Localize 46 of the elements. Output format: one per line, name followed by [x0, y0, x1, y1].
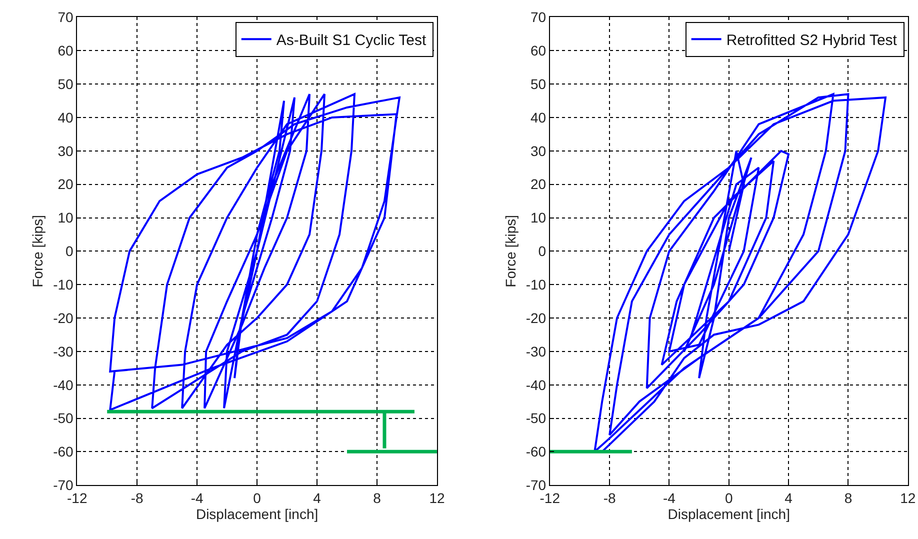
y-tick-label: -60 — [53, 444, 74, 460]
y-tick-label: 60 — [58, 42, 74, 59]
y-tick-label: 0 — [66, 243, 74, 260]
y-tick-label: 30 — [530, 142, 546, 159]
legend-label: Retrofitted S2 Hybrid Test — [726, 32, 898, 50]
x-tick-label: 8 — [373, 490, 382, 506]
y-tick-label: 70 — [58, 9, 74, 26]
y-tick-label: -30 — [526, 343, 546, 360]
x-tick-label: 0 — [724, 490, 733, 506]
x-tick-label: -8 — [130, 490, 144, 506]
y-tick-label: -20 — [526, 310, 546, 326]
x-axis-title: Displacement [inch] — [196, 506, 318, 522]
y-tick-label: 30 — [58, 142, 74, 159]
y-tick-label: 0 — [538, 243, 546, 260]
y-tick-label: -20 — [53, 310, 74, 326]
x-tick-label: 8 — [844, 490, 852, 506]
y-tick-label: -50 — [526, 410, 546, 426]
x-tick-label: -4 — [662, 490, 676, 506]
y-axis-title: Force [kips] — [30, 214, 46, 288]
y-tick-label: -60 — [526, 444, 546, 460]
y-tick-label: 70 — [530, 9, 546, 26]
y-tick-label: 20 — [58, 176, 74, 192]
x-tick-label: -8 — [603, 490, 616, 506]
x-tick-label: 12 — [900, 490, 916, 506]
y-tick-label: -10 — [53, 276, 74, 292]
y-tick-label: 50 — [530, 76, 546, 92]
x-tick-label: 4 — [784, 490, 793, 506]
y-tick-label: 60 — [530, 42, 546, 59]
legend-label: As-Built S1 Cyclic Test — [276, 32, 427, 50]
y-tick-label: 20 — [530, 176, 546, 192]
y-tick-label: -30 — [53, 343, 74, 360]
y-tick-label: -40 — [526, 376, 546, 393]
y-tick-label: -50 — [53, 410, 74, 426]
x-tick-label: 0 — [253, 490, 262, 506]
x-tick-label: 4 — [313, 490, 322, 506]
y-tick-label: -10 — [526, 276, 546, 292]
y-tick-label: 10 — [530, 210, 546, 226]
x-axis-title: Displacement [inch] — [668, 506, 790, 522]
y-tick-label: 40 — [58, 109, 74, 126]
y-tick-label: 10 — [58, 210, 74, 226]
y-tick-label: 50 — [58, 76, 74, 92]
y-tick-label: 40 — [530, 109, 546, 126]
x-tick-label: 12 — [429, 490, 445, 506]
y-tick-label: -40 — [53, 376, 74, 393]
x-tick-label: -4 — [190, 490, 204, 506]
y-axis-title: Force [kips] — [502, 214, 518, 288]
